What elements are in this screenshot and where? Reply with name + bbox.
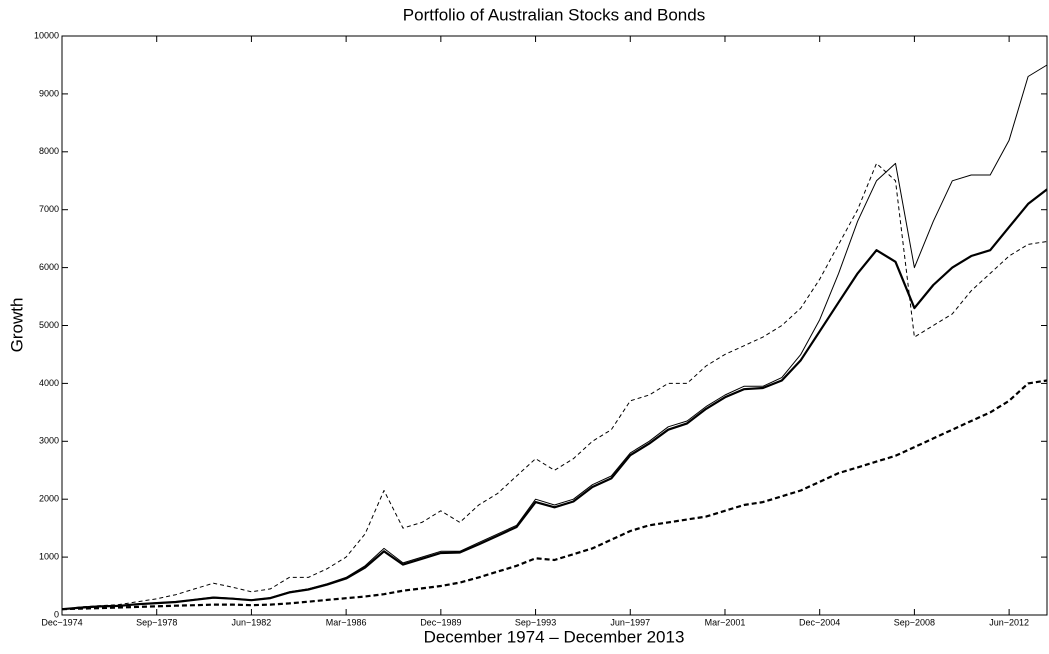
y-tick-label: 1000 (39, 551, 59, 561)
x-tick-label: Sep−1978 (136, 617, 177, 627)
y-axis-label: Growth (7, 298, 26, 353)
series-line (61, 188, 1048, 611)
y-tick-label: 5000 (39, 320, 59, 330)
x-tick-label: Mar−1986 (326, 617, 367, 627)
x-tick-label: Jun−1982 (232, 617, 272, 627)
y-tick-label: 4000 (39, 378, 59, 388)
series-line (61, 162, 1048, 610)
series-line (61, 64, 1048, 610)
x-tick-label: Dec−2004 (799, 617, 840, 627)
y-tick-label: 0 (54, 609, 59, 619)
chart-title: Portfolio of Australian Stocks and Bonds (403, 5, 705, 24)
x-tick-label: Dec−1989 (420, 617, 461, 627)
y-tick-label: 3000 (39, 436, 59, 446)
x-tick-label: Dec−1974 (41, 617, 82, 627)
y-tick-label: 2000 (39, 494, 59, 504)
y-tick-label: 8000 (39, 146, 59, 156)
x-tick-label: Jun−2012 (989, 617, 1029, 627)
x-tick-label: Sep−1993 (515, 617, 556, 627)
y-tick-label: 6000 (39, 262, 59, 272)
y-tick-label: 7000 (39, 204, 59, 214)
series-line (61, 379, 1048, 611)
x-axis-label: December 1974 – December 2013 (424, 627, 685, 646)
x-tick-label: Sep−2008 (894, 617, 935, 627)
x-tick-label: Mar−2001 (705, 617, 746, 627)
x-tick-label: Jun−1997 (610, 617, 650, 627)
plot-frame (61, 35, 1048, 616)
y-tick-label: 9000 (39, 88, 59, 98)
y-tick-label: 10000 (34, 30, 59, 40)
